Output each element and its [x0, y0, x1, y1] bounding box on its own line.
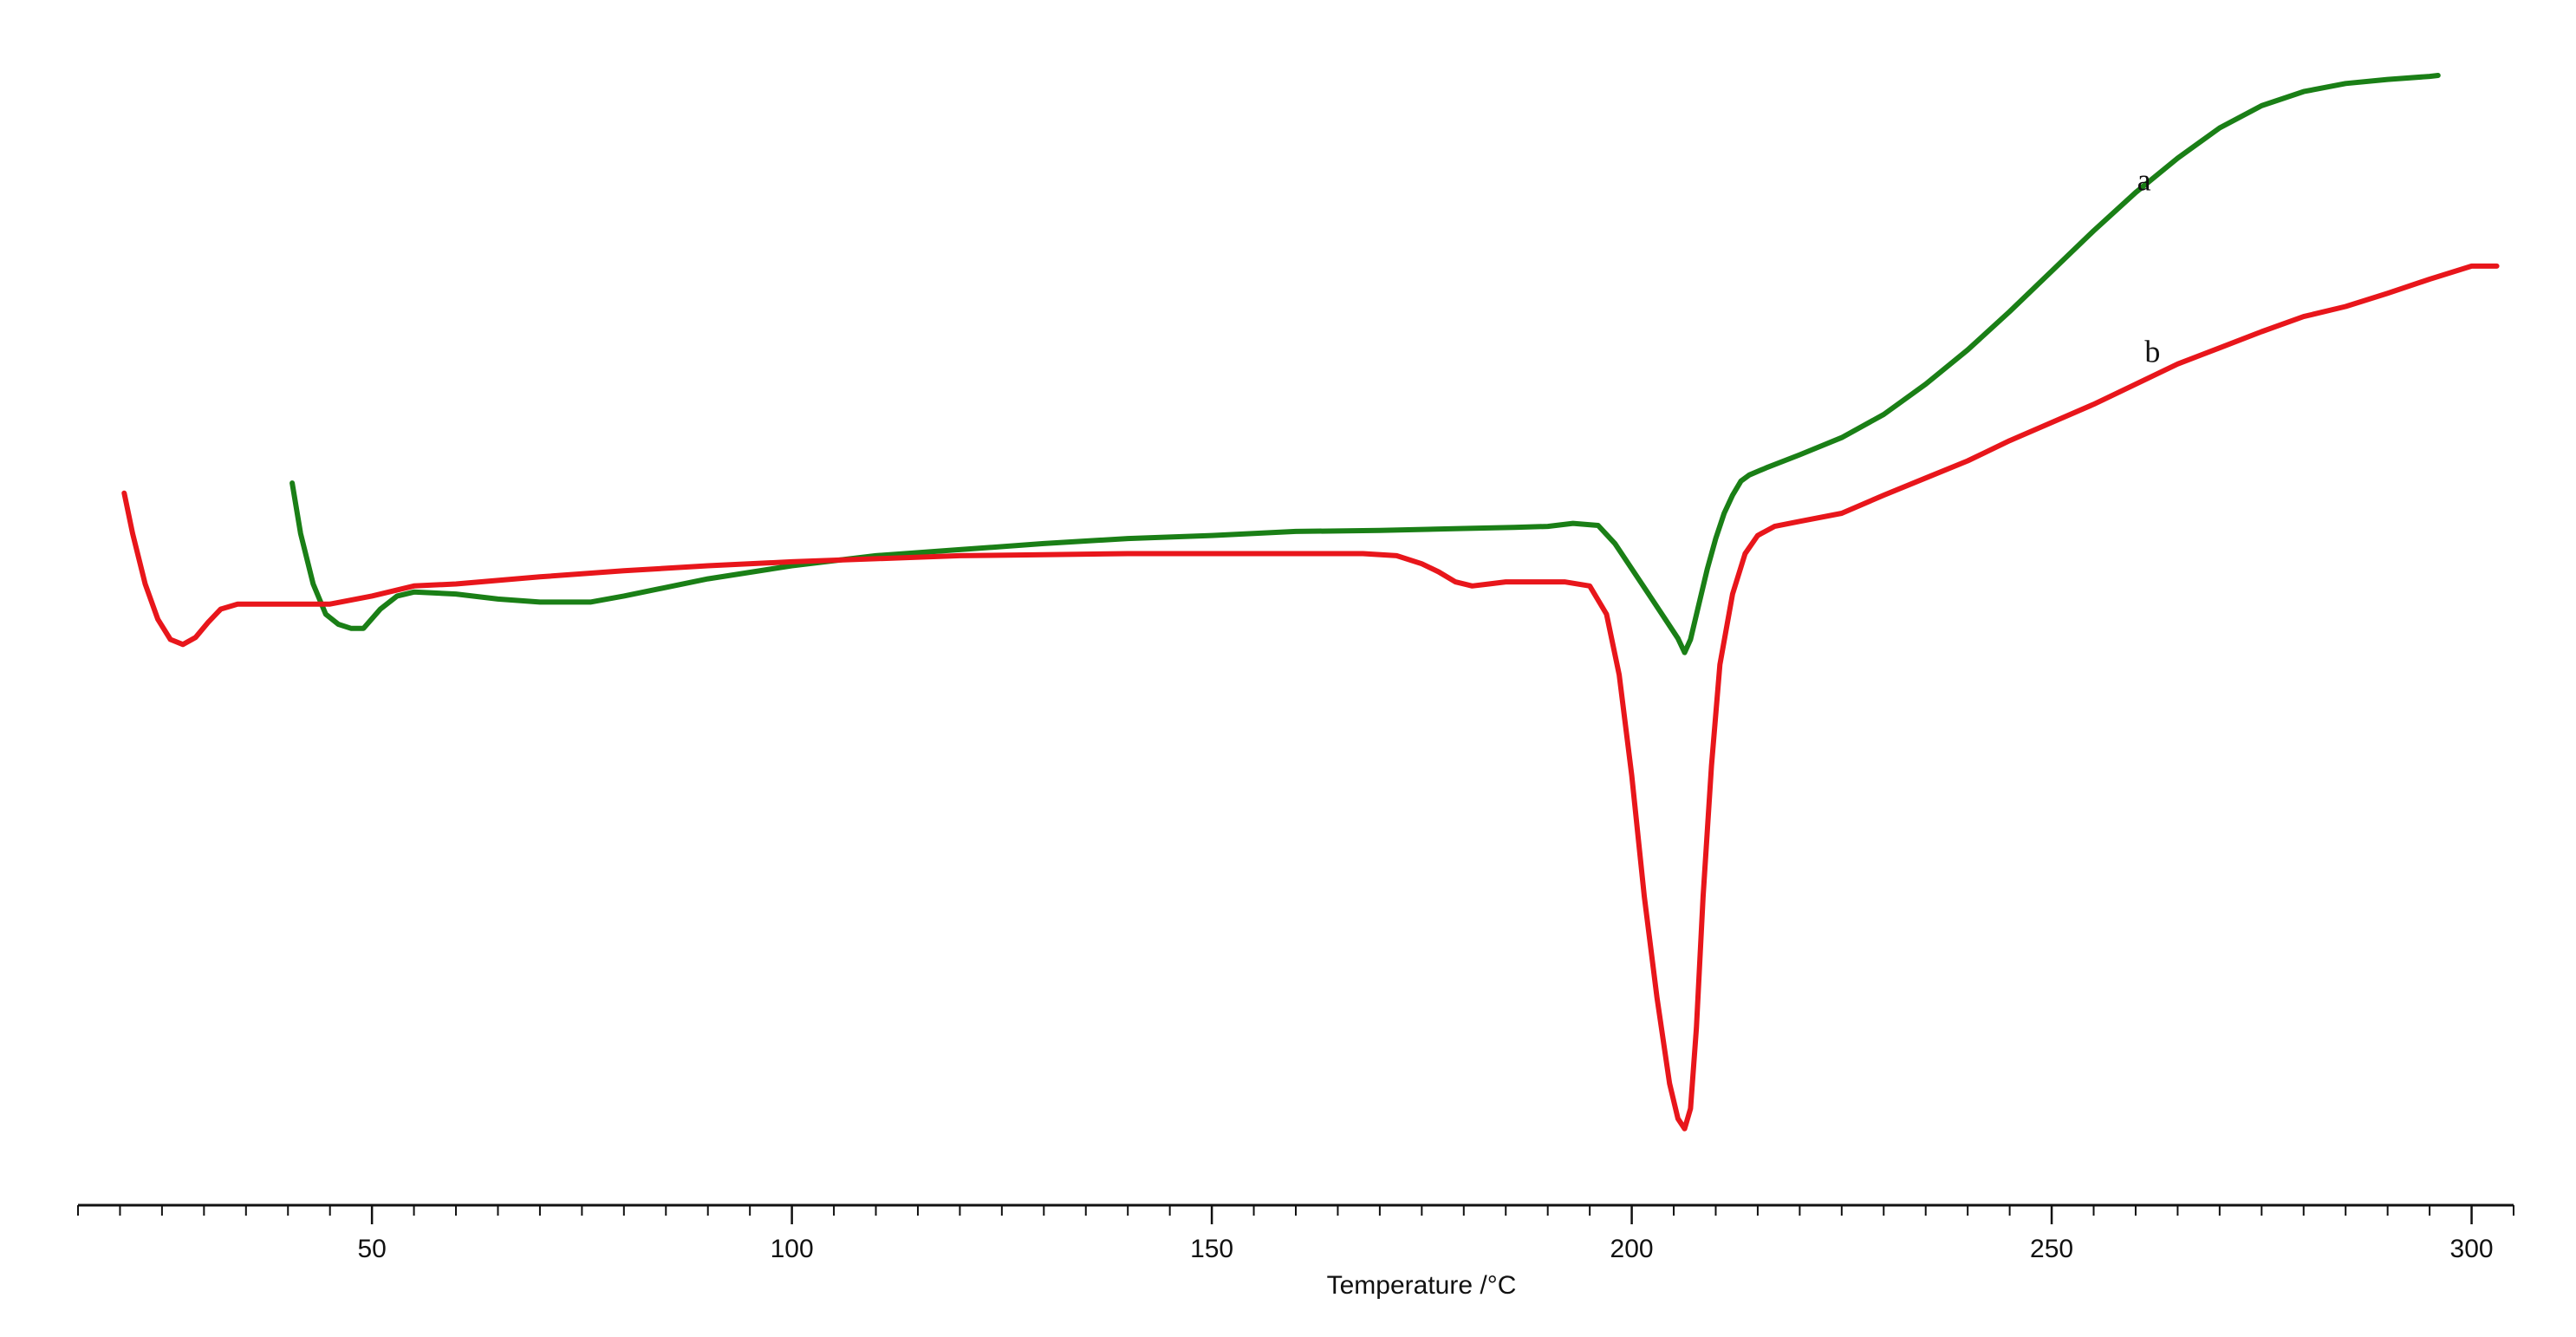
series-line-b [121, 263, 2500, 1132]
x-axis: 50 100 150 200 250 300 [77, 1203, 2514, 1263]
x-tick-label: 100 [771, 1235, 814, 1263]
series-label-b: b [2144, 334, 2160, 368]
x-tick-label: 250 [2030, 1235, 2073, 1263]
x-tick-label: 50 [357, 1235, 386, 1263]
series-label-a: a [2137, 163, 2151, 198]
x-tick-label: 150 [1190, 1235, 1233, 1263]
plot-area: ab [121, 73, 2500, 1132]
series-line-a [289, 73, 2441, 655]
x-tick-label: 300 [2450, 1235, 2494, 1263]
x-axis-title: Temperature /°C [1327, 1271, 1517, 1300]
x-tick-label: 200 [1610, 1235, 1654, 1263]
